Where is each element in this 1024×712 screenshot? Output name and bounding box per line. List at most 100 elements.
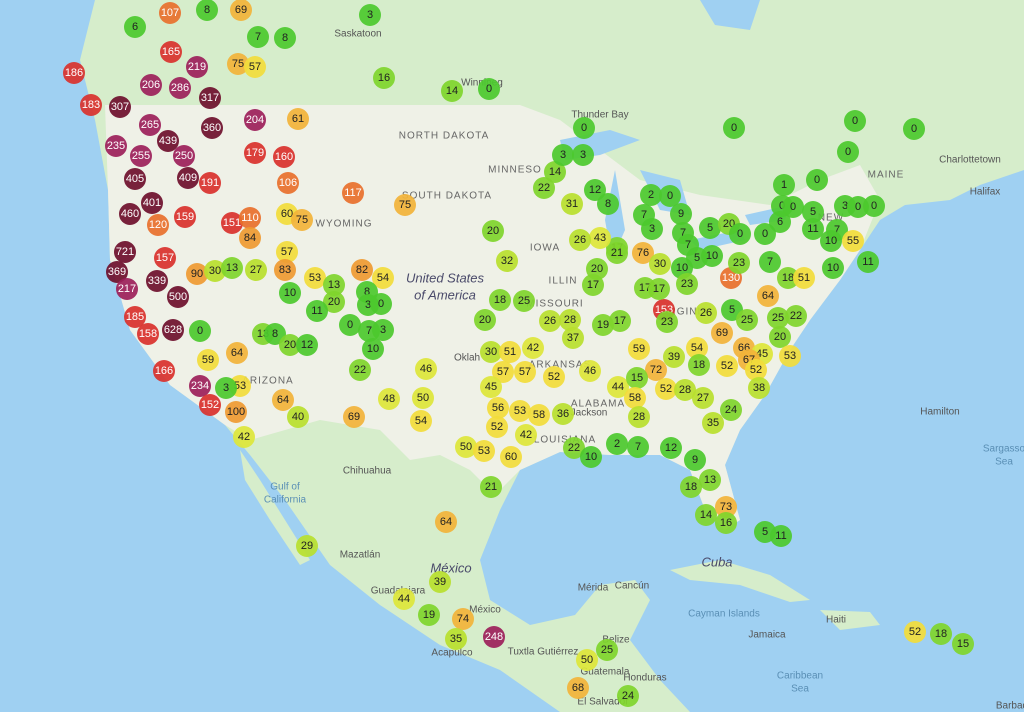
- aqi-marker[interactable]: 401: [141, 192, 163, 214]
- aqi-marker[interactable]: 20: [769, 326, 791, 348]
- aqi-marker[interactable]: 20: [586, 258, 608, 280]
- aqi-marker[interactable]: 2: [606, 433, 628, 455]
- aqi-marker[interactable]: 18: [680, 476, 702, 498]
- aqi-marker[interactable]: 54: [686, 337, 708, 359]
- aqi-marker[interactable]: 39: [429, 571, 451, 593]
- aqi-marker[interactable]: 158: [137, 323, 159, 345]
- aqi-marker[interactable]: 24: [720, 399, 742, 421]
- aqi-marker[interactable]: 52: [716, 355, 738, 377]
- aqi-marker[interactable]: 248: [483, 626, 505, 648]
- aqi-marker[interactable]: 15: [952, 633, 974, 655]
- aqi-marker[interactable]: 58: [528, 404, 550, 426]
- aqi-marker[interactable]: 84: [239, 227, 261, 249]
- aqi-marker[interactable]: 307: [109, 96, 131, 118]
- aqi-marker[interactable]: 12: [296, 334, 318, 356]
- aqi-marker[interactable]: 61: [287, 108, 309, 130]
- aqi-marker[interactable]: 53: [509, 400, 531, 422]
- aqi-marker[interactable]: 37: [562, 327, 584, 349]
- aqi-marker[interactable]: 75: [394, 194, 416, 216]
- aqi-marker[interactable]: 157: [154, 247, 176, 269]
- aqi-marker[interactable]: 50: [576, 649, 598, 671]
- aqi-marker[interactable]: 166: [153, 360, 175, 382]
- aqi-marker[interactable]: 0: [478, 78, 500, 100]
- aqi-marker[interactable]: 6: [769, 211, 791, 233]
- aqi-marker[interactable]: 52: [655, 378, 677, 400]
- aqi-marker[interactable]: 10: [580, 446, 602, 468]
- aqi-marker[interactable]: 265: [139, 114, 161, 136]
- aqi-marker[interactable]: 8: [196, 0, 218, 21]
- aqi-marker[interactable]: 7: [759, 251, 781, 273]
- aqi-marker[interactable]: 52: [745, 359, 767, 381]
- aqi-marker[interactable]: 72: [645, 359, 667, 381]
- aqi-marker[interactable]: 44: [607, 376, 629, 398]
- aqi-marker[interactable]: 13: [221, 257, 243, 279]
- aqi-marker[interactable]: 11: [857, 251, 879, 273]
- aqi-marker[interactable]: 69: [230, 0, 252, 21]
- aqi-marker[interactable]: 3: [641, 218, 663, 240]
- aqi-marker[interactable]: 721: [114, 241, 136, 263]
- aqi-marker[interactable]: 60: [500, 446, 522, 468]
- aqi-marker[interactable]: 21: [480, 476, 502, 498]
- aqi-marker[interactable]: 22: [785, 305, 807, 327]
- aqi-marker[interactable]: 11: [770, 525, 792, 547]
- aqi-marker[interactable]: 3: [572, 144, 594, 166]
- aqi-marker[interactable]: 26: [539, 310, 561, 332]
- aqi-marker[interactable]: 23: [656, 311, 678, 333]
- aqi-marker[interactable]: 57: [276, 241, 298, 263]
- aqi-marker[interactable]: 9: [670, 203, 692, 225]
- aqi-marker[interactable]: 42: [515, 424, 537, 446]
- aqi-marker[interactable]: 75: [291, 209, 313, 231]
- aqi-marker[interactable]: 120: [147, 214, 169, 236]
- aqi-marker[interactable]: 234: [189, 375, 211, 397]
- aqi-marker[interactable]: 58: [624, 387, 646, 409]
- aqi-marker[interactable]: 100: [225, 401, 247, 423]
- aqi-marker[interactable]: 11: [306, 300, 328, 322]
- aqi-marker[interactable]: 10: [820, 230, 842, 252]
- aqi-marker[interactable]: 159: [174, 206, 196, 228]
- aqi-marker[interactable]: 235: [105, 135, 127, 157]
- aqi-marker[interactable]: 369: [106, 261, 128, 283]
- aqi-marker[interactable]: 57: [244, 56, 266, 78]
- aqi-marker[interactable]: 19: [418, 604, 440, 626]
- aqi-marker[interactable]: 24: [617, 685, 639, 707]
- aqi-marker[interactable]: 5: [699, 217, 721, 239]
- aqi-marker[interactable]: 1: [773, 174, 795, 196]
- aqi-marker[interactable]: 20: [323, 291, 345, 313]
- aqi-marker[interactable]: 152: [199, 394, 221, 416]
- aqi-marker[interactable]: 409: [177, 167, 199, 189]
- aqi-marker[interactable]: 46: [579, 360, 601, 382]
- aqi-marker[interactable]: 0: [729, 223, 751, 245]
- aqi-marker[interactable]: 38: [748, 377, 770, 399]
- aqi-marker[interactable]: 20: [474, 309, 496, 331]
- aqi-marker[interactable]: 0: [806, 169, 828, 191]
- aqi-marker[interactable]: 18: [777, 267, 799, 289]
- aqi-marker[interactable]: 27: [245, 259, 267, 281]
- aqi-marker[interactable]: 439: [157, 130, 179, 152]
- aqi-marker[interactable]: 28: [559, 309, 581, 331]
- aqi-marker[interactable]: 165: [160, 41, 182, 63]
- aqi-marker[interactable]: 44: [393, 588, 415, 610]
- aqi-marker[interactable]: 10: [701, 245, 723, 267]
- aqi-marker[interactable]: 179: [244, 142, 266, 164]
- aqi-marker[interactable]: 0: [723, 117, 745, 139]
- aqi-marker[interactable]: 0: [782, 196, 804, 218]
- aqi-marker[interactable]: 39: [663, 346, 685, 368]
- aqi-marker[interactable]: 360: [201, 117, 223, 139]
- aqi-marker[interactable]: 0: [903, 118, 925, 140]
- aqi-marker[interactable]: 2: [640, 184, 662, 206]
- aqi-marker[interactable]: 19: [592, 314, 614, 336]
- aqi-marker[interactable]: 16: [715, 512, 737, 534]
- aqi-marker[interactable]: 17: [648, 278, 670, 300]
- aqi-marker[interactable]: 13: [699, 469, 721, 491]
- aqi-marker[interactable]: 204: [244, 109, 266, 131]
- aqi-marker[interactable]: 191: [199, 172, 221, 194]
- aqi-marker[interactable]: 7: [247, 26, 269, 48]
- aqi-marker[interactable]: 51: [793, 267, 815, 289]
- aqi-marker[interactable]: 0: [189, 320, 211, 342]
- aqi-marker[interactable]: 18: [930, 623, 952, 645]
- aqi-marker[interactable]: 54: [372, 267, 394, 289]
- aqi-marker[interactable]: 217: [116, 278, 138, 300]
- aqi-marker[interactable]: 160: [273, 146, 295, 168]
- aqi-marker[interactable]: 25: [596, 639, 618, 661]
- aqi-marker[interactable]: 11: [802, 218, 824, 240]
